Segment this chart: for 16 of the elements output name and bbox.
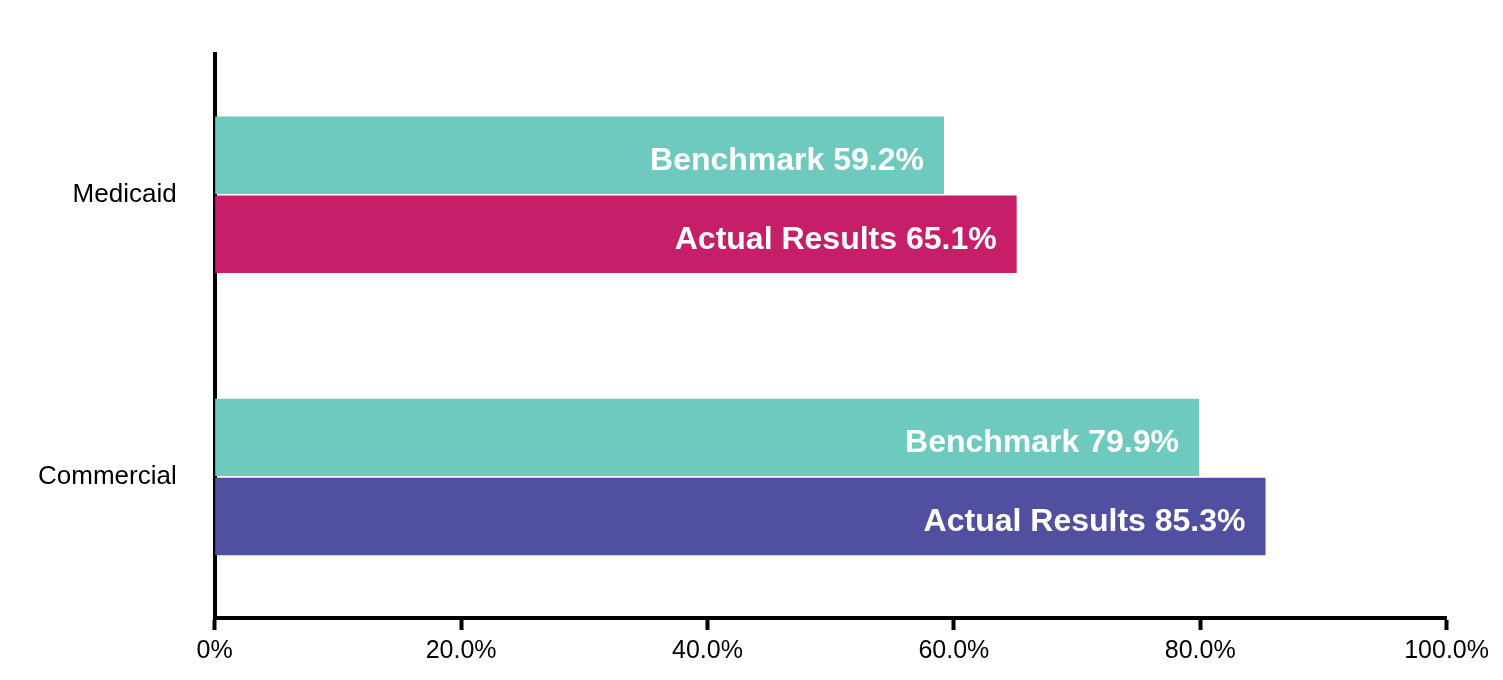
y-tick-label: Commercial — [38, 460, 177, 491]
bar — [215, 116, 944, 194]
x-tick-label: 0% — [196, 634, 233, 663]
y-tick-label: Medicaid — [72, 177, 177, 208]
bar — [215, 477, 1266, 556]
text: Benchmark 59.2% — [650, 141, 924, 178]
x-tick-label: 60.0% — [918, 634, 990, 663]
bar — [215, 195, 1017, 273]
text: Benchmark 79.9% — [905, 423, 1179, 460]
x-tick-label: 100.0% — [1404, 634, 1489, 663]
x-tick-label: 80.0% — [1164, 634, 1236, 663]
bar — [215, 398, 1199, 477]
x-tick-label: 40.0% — [672, 634, 743, 663]
text: Actual Results 85.3% — [923, 502, 1246, 539]
text: Actual Results 65.1% — [674, 220, 997, 257]
x-tick-label: 20.0% — [425, 634, 497, 663]
